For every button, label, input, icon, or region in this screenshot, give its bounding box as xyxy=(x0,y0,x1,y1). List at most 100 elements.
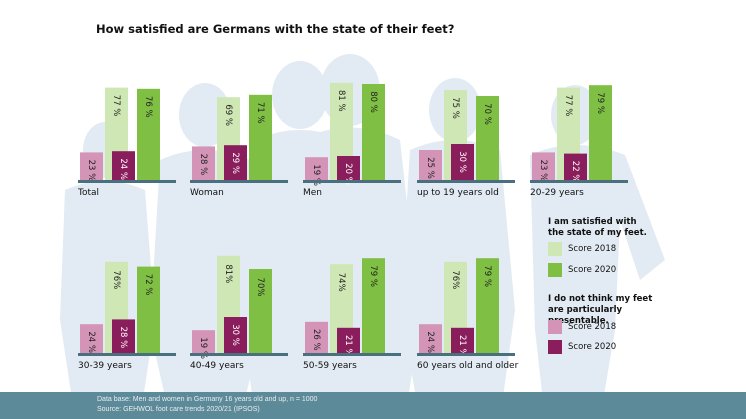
category-label: 40-49 years xyxy=(190,361,244,371)
bar-value-label: 77 % xyxy=(563,95,573,117)
bar xyxy=(249,269,272,353)
bar-value-label: 30 % xyxy=(457,151,467,173)
bar xyxy=(419,324,442,353)
axis-baseline xyxy=(78,180,176,183)
bar xyxy=(305,157,328,180)
bar xyxy=(589,85,612,180)
bar xyxy=(337,327,360,353)
bar xyxy=(564,153,587,180)
bar xyxy=(80,324,103,353)
bar-value-label: 19 % xyxy=(198,337,208,359)
bar xyxy=(451,327,474,353)
legend-heading-satisfied: I am satisfied with the state of my feet… xyxy=(548,217,647,238)
bar xyxy=(476,258,499,353)
bar-value-label: 21 % xyxy=(457,335,467,357)
bar-value-label: 79 % xyxy=(595,92,605,114)
legend-swatch-not-presentable-2018 xyxy=(548,320,562,334)
bar xyxy=(532,152,555,180)
bar-value-label: 25 % xyxy=(425,157,435,179)
axis-baseline xyxy=(303,353,401,356)
bar-value-label: 28 % xyxy=(198,154,208,176)
footer: Data base: Men and women in Germany 16 y… xyxy=(0,392,746,419)
bar-value-label: 24 % xyxy=(86,331,96,353)
bar-value-label: 21 % xyxy=(343,335,353,357)
legend-label-satisfied-2018: Score 2018 xyxy=(568,244,617,254)
bar xyxy=(249,94,272,180)
bar-value-label: 29 % xyxy=(230,152,240,174)
axis-baseline xyxy=(417,180,515,183)
bar-value-label: 76% xyxy=(111,270,121,289)
bar-value-label: 19 % xyxy=(311,164,321,186)
bar-value-label: 70 % xyxy=(482,103,492,125)
bar xyxy=(305,321,328,353)
legend-label-not-presentable-2018: Score 2018 xyxy=(568,322,617,332)
legend-heading-not-presentable: I do not think my feet are particularly … xyxy=(548,294,653,326)
category-label: 20-29 years xyxy=(530,188,584,198)
bar-value-label: 81 % xyxy=(336,90,346,112)
bar-value-label: 24 % xyxy=(425,331,435,353)
bar xyxy=(224,145,247,180)
bar xyxy=(362,84,385,180)
axis-baseline xyxy=(190,180,288,183)
bar-value-label: 22 % xyxy=(570,161,580,183)
bar-value-label: 75 % xyxy=(450,97,460,119)
bar xyxy=(476,96,499,180)
category-label: Men xyxy=(303,188,322,198)
legend-label-not-presentable-2020: Score 2020 xyxy=(568,342,617,352)
category-label: Woman xyxy=(190,188,224,198)
silhouette-body xyxy=(530,145,665,419)
legend: I am satisfied with the state of my feet… xyxy=(548,0,746,360)
bar-value-label: 80 % xyxy=(368,91,378,113)
legend-swatch-not-presentable-2020 xyxy=(548,340,562,354)
bar xyxy=(137,266,160,353)
bar xyxy=(224,317,247,353)
bar xyxy=(362,258,385,353)
category-label: 60 years old and older xyxy=(417,361,519,371)
axis-baseline xyxy=(303,180,401,183)
bar xyxy=(192,146,215,180)
axis-baseline xyxy=(78,353,176,356)
category-label: Total xyxy=(77,188,99,198)
category-label: 50-59 years xyxy=(303,361,357,371)
bar-value-label: 69 % xyxy=(223,104,233,126)
category-label: up to 19 years old xyxy=(417,188,499,198)
bar xyxy=(419,150,442,180)
bar-value-label: 20 % xyxy=(343,163,353,185)
bar-value-label: 74% xyxy=(336,273,346,292)
bar-value-label: 26 % xyxy=(311,329,321,351)
bar xyxy=(112,151,135,180)
axis-baseline xyxy=(530,180,628,183)
bar-value-label: 72 % xyxy=(143,274,153,296)
bar-value-label: 24 % xyxy=(118,158,128,180)
legend-swatch-satisfied-2020 xyxy=(548,263,562,277)
bar-value-label: 71 % xyxy=(255,102,265,124)
bar xyxy=(451,144,474,180)
silhouette-head xyxy=(272,61,328,129)
bar-value-label: 23 % xyxy=(538,160,548,182)
chart-title: How satisfied are Germans with the state… xyxy=(96,22,455,36)
bar-value-label: 30 % xyxy=(230,324,240,346)
bar-value-label: 76% xyxy=(450,270,460,289)
bar-value-label: 76 % xyxy=(143,96,153,118)
legend-label-satisfied-2020: Score 2020 xyxy=(568,265,617,275)
bar xyxy=(80,152,103,180)
bar-value-label: 28 % xyxy=(118,327,128,349)
bar-value-label: 79 % xyxy=(482,265,492,287)
bar-value-label: 79 % xyxy=(368,265,378,287)
bar xyxy=(112,319,135,353)
bar-value-label: 77 % xyxy=(111,95,121,117)
bar-value-label: 23 % xyxy=(86,160,96,182)
bar-value-label: 70% xyxy=(255,278,265,297)
footer-database-note: Data base: Men and women in Germany 16 y… xyxy=(97,396,318,403)
bar xyxy=(192,330,215,353)
axis-baseline xyxy=(417,353,515,356)
footer-source-note: Source: GEHWOL foot care trends 2020/21 … xyxy=(97,406,260,413)
bar xyxy=(330,82,353,180)
legend-swatch-satisfied-2018 xyxy=(548,242,562,256)
axis-baseline xyxy=(190,353,288,356)
bar-value-label: 81% xyxy=(223,264,233,283)
bar xyxy=(137,88,160,180)
category-label: 30-39 years xyxy=(78,361,132,371)
bar xyxy=(337,156,360,180)
